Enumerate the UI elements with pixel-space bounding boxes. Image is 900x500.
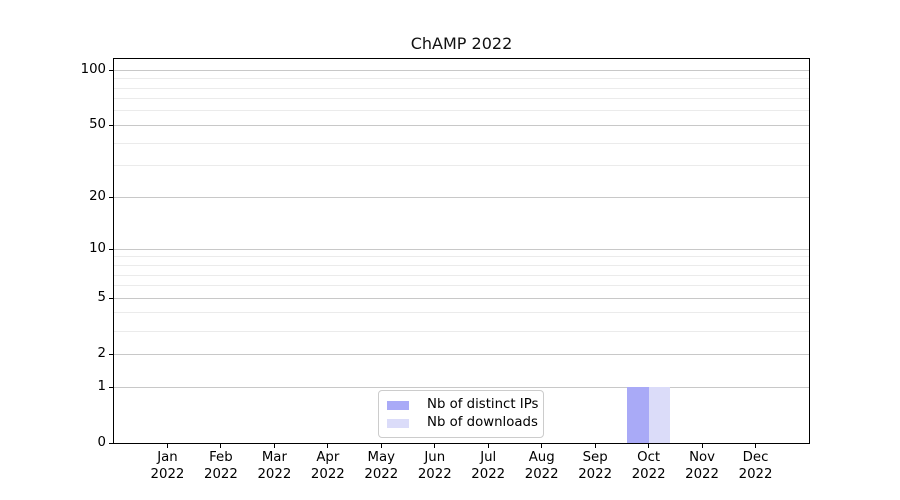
legend-item-downloads: Nb of downloads [387,415,538,431]
legend-swatch [387,418,409,428]
y-gridline-major [114,69,809,71]
y-gridline-major [114,386,809,388]
x-tick-mark [755,444,757,448]
x-tick-mark [487,444,489,448]
x-tick-month: Nov [689,450,716,465]
x-tick-mark [434,444,436,448]
x-tick-mark [648,444,650,448]
x-tick-label: Oct 2022 [632,450,666,483]
x-tick-month: Feb [209,450,233,465]
y-gridline-major [114,353,809,355]
legend-label: Nb of distinct IPs [427,397,539,412]
x-tick-month: Jul [480,450,497,465]
bar-nb-of-distinct-ips [627,387,649,443]
x-tick-label: Mar 2022 [257,450,291,483]
y-gridline-minor [114,265,809,266]
x-tick-month: Aug [528,450,555,465]
x-tick-year: 2022 [150,466,185,482]
y-tick-mark [109,248,113,250]
x-tick-label: Nov 2022 [685,450,719,483]
x-tick-year: 2022 [204,466,238,482]
y-tick-mark [109,386,113,388]
x-tick-year: 2022 [471,466,506,482]
y-gridline-minor [114,142,809,144]
y-tick-label: 2 [97,346,106,362]
x-tick-year: 2022 [685,466,719,482]
y-gridline-major [114,248,809,250]
y-gridline-minor [114,312,809,314]
x-tick-label: Jun 2022 [418,450,452,483]
y-tick-label: 1 [97,379,106,394]
x-tick-month: Sep [582,450,608,465]
y-gridline-minor [114,274,809,276]
x-tick-mark [166,444,168,448]
x-tick-mark [541,444,543,448]
x-tick-label: Dec 2022 [739,450,773,483]
x-tick-month: Jan [157,450,178,465]
x-tick-label: Feb 2022 [204,450,238,483]
y-gridline-minor [114,110,809,112]
y-gridline-minor [114,256,809,258]
y-tick-label: 50 [89,117,106,133]
y-tick-label: 0 [97,435,106,450]
y-gridline-minor [114,330,809,332]
y-tick-mark [109,297,113,299]
x-tick-year: 2022 [578,466,613,482]
x-tick-month: Dec [742,450,769,465]
x-tick-month: Apr [316,450,340,465]
x-tick-label: Jan 2022 [151,450,185,483]
x-tick-mark [220,444,222,448]
chart-title: ChAMP 2022 [410,34,513,53]
y-gridline-major [114,124,809,126]
y-tick-label: 100 [80,62,106,78]
x-tick-year: 2022 [364,466,399,482]
x-tick-month: Mar [261,450,287,465]
x-tick-month: May [367,450,396,465]
y-tick-mark [109,124,113,126]
y-gridline-minor [114,285,809,287]
x-tick-year: 2022 [631,466,666,482]
x-tick-mark [701,444,703,448]
x-tick-year: 2022 [417,466,452,482]
y-tick-label: 5 [97,290,106,306]
y-tick-mark [109,442,113,444]
y-gridline-major [114,196,809,198]
y-tick-label: 20 [89,189,106,205]
x-tick-mark [327,444,329,448]
x-tick-year: 2022 [310,466,345,482]
x-tick-month: Jun [424,450,446,465]
x-tick-year: 2022 [524,466,559,482]
legend: Nb of distinct IPs Nb of downloads [378,390,544,438]
x-tick-label: Jul 2022 [471,450,505,483]
legend-label: Nb of downloads [427,415,538,430]
y-tick-mark [109,69,113,71]
y-tick-label: 10 [89,241,106,257]
x-tick-label: May 2022 [364,450,398,483]
y-tick-mark [109,353,113,355]
y-gridline-minor [114,78,809,80]
y-gridline-minor [114,165,809,167]
x-tick-mark [273,444,275,448]
x-tick-year: 2022 [257,466,292,482]
x-tick-year: 2022 [738,466,773,482]
x-tick-mark [594,444,596,448]
y-gridline-major [114,297,809,299]
x-tick-mark [380,444,382,448]
plot-area: 0 1 2 5 10 20 50 100 Jan 2022 Feb 2022 Mar 2022 Apr 202… [81,58,810,482]
bar-nb-of-downloads [648,387,671,443]
x-tick-label: Sep 2022 [578,450,612,483]
y-gridline-minor [114,98,809,100]
legend-swatch [387,400,409,410]
y-tick-mark [109,196,113,198]
y-gridline-minor [114,87,809,89]
x-tick-label: Apr 2022 [311,450,345,483]
x-tick-label: Aug 2022 [525,450,559,483]
x-tick-month: Oct [637,450,661,465]
legend-item-distinct-ips: Nb of distinct IPs [387,397,539,413]
